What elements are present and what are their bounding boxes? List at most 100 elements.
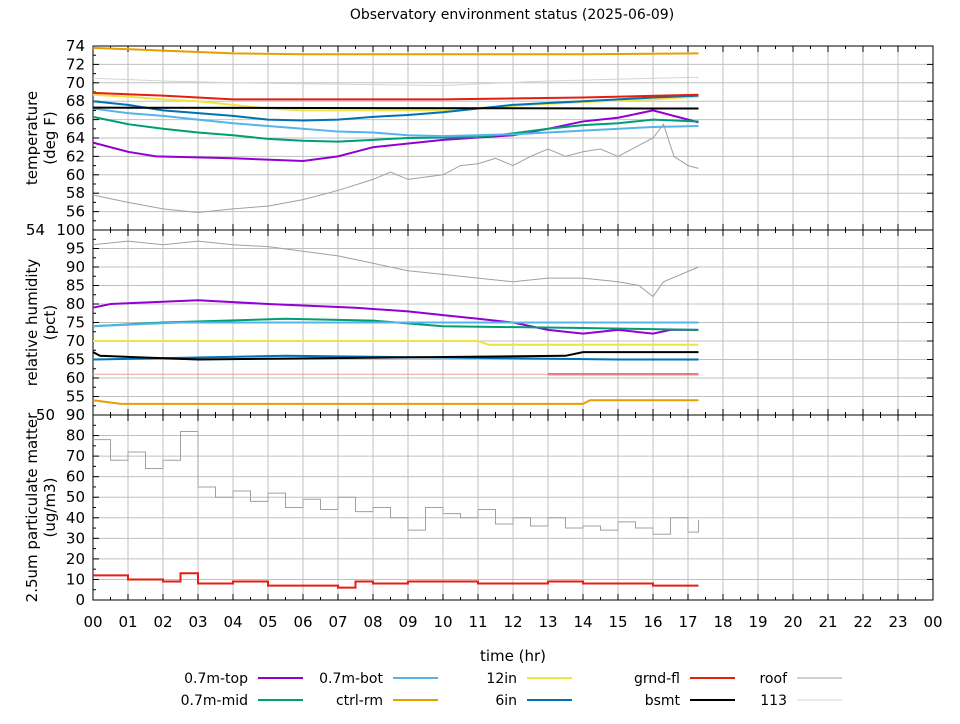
y-tick-label: 95 [66,240,85,258]
legend: 0.7m-top 0.7m-mid 0.7m-bot ctrl-rm 12in 6in gr… [181,671,842,709]
x-tick-label: 10 [433,613,452,631]
y-tick-label: 75 [66,314,85,332]
x-tick-label: 14 [573,613,592,631]
y-tick-label: 68 [66,92,85,110]
legend-label: 12in [486,671,517,687]
x-tick-label: 21 [818,613,837,631]
series-0.7m-bot-line [92,107,699,138]
y-tick-label: 72 [66,55,85,73]
x-tick-label: 12 [503,613,522,631]
series-ctrl-rm-line [92,399,699,405]
x-tick-label: 02 [153,613,172,631]
legend-label: roof [759,671,788,687]
series-grnd-fl-line [92,91,699,101]
x-tick-label: 17 [678,613,697,631]
y-tick-label: 90 [66,258,85,276]
x-tick-label: 20 [783,613,802,631]
x-tick-label: 00 [83,613,102,631]
x-tick-label: 05 [258,613,277,631]
series-roof-line [93,430,699,535]
y-axis-label: 2.5um particulate matter [23,412,41,602]
x-tick-label: 09 [398,613,417,631]
x-tick-label: 15 [608,613,627,631]
y-tick-label: 66 [66,111,85,129]
x-tick-label: 19 [748,613,767,631]
series-0.7m-mid-line [92,317,699,331]
y-axis-label: (deg F) [41,111,59,164]
y-tick-label: 70 [66,74,85,92]
y-axis-label: (pct) [41,305,59,340]
legend-label: grnd-fl [634,671,680,687]
legend-label: bsmt [645,693,681,709]
series-12in-line [92,93,699,112]
series-0.7m-top-line [92,109,699,163]
plot-frame [92,414,934,601]
x-tick-label: 06 [293,613,312,631]
series-0.7m-mid-line [92,115,699,143]
y-tick-label: 80 [66,427,85,445]
y-tick-label: 64 [66,129,85,147]
series-bsmt-line [92,351,699,361]
y-tick-label: 20 [66,550,85,568]
y-tick-label: 55 [66,388,85,406]
series-bsmt-line [92,106,699,110]
series-roof-line [92,123,699,214]
legend-label: 113 [760,693,787,709]
chart-title: Observatory environment status (2025-06-… [350,7,674,23]
x-tick-label: 13 [538,613,557,631]
legend-label: 0.7m-top [184,671,248,687]
x-tick-label: 07 [328,613,347,631]
x-tick-label: 18 [713,613,732,631]
x-tick-label: 11 [468,613,487,631]
y-tick-label: 62 [66,147,85,165]
x-tick-label: 22 [853,613,872,631]
legend-label: 0.7m-bot [319,671,383,687]
y-tick-label: 100 [56,221,85,239]
y-tick-label: 60 [66,468,85,486]
y-axis-label: relative humidity [23,259,41,387]
y-tick-label: 80 [66,295,85,313]
legend-label: 0.7m-mid [181,693,248,709]
legend-label: 6in [495,693,517,709]
series-12in-line [93,340,699,346]
legend-label: ctrl-rm [336,693,383,709]
x-axis-label: time (hr) [480,647,546,665]
y-tick-label: 60 [66,166,85,184]
series-roof-line [92,240,699,298]
y-tick-label: 0 [75,591,85,609]
y-axis-label: temperature [23,91,41,185]
series-0.7m-top-line [92,299,699,335]
x-tick-label: 16 [643,613,662,631]
series-ctrl-rm-line [92,46,699,56]
y-tick-label: 54 [26,221,45,239]
y-tick-label: 70 [66,447,85,465]
y-axis-label: (ug/m3) [41,478,59,538]
y-tick-label: 85 [66,277,85,295]
x-tick-label: 03 [188,613,207,631]
y-tick-label: 74 [66,37,85,55]
x-tick-label: 01 [118,613,137,631]
series-grnd-fl-line [93,572,699,589]
y-tick-label: 50 [36,406,55,424]
y-tick-label: 40 [66,509,85,527]
y-tick-label: 56 [66,203,85,221]
y-tick-label: 65 [66,351,85,369]
y-tick-label: 10 [66,570,85,588]
y-tick-label: 60 [66,369,85,387]
x-tick-label: 23 [888,613,907,631]
y-tick-label: 90 [66,406,85,424]
x-tick-label: 04 [223,613,242,631]
x-tick-label: 08 [363,613,382,631]
series-6in-line [92,94,699,122]
series-0.7m-bot-line [92,321,699,328]
y-tick-label: 70 [66,332,85,350]
x-tick-label: 00 [923,613,942,631]
y-tick-label: 30 [66,529,85,547]
y-tick-label: 58 [66,184,85,202]
series-113-line [92,76,699,87]
y-tick-label: 50 [66,488,85,506]
